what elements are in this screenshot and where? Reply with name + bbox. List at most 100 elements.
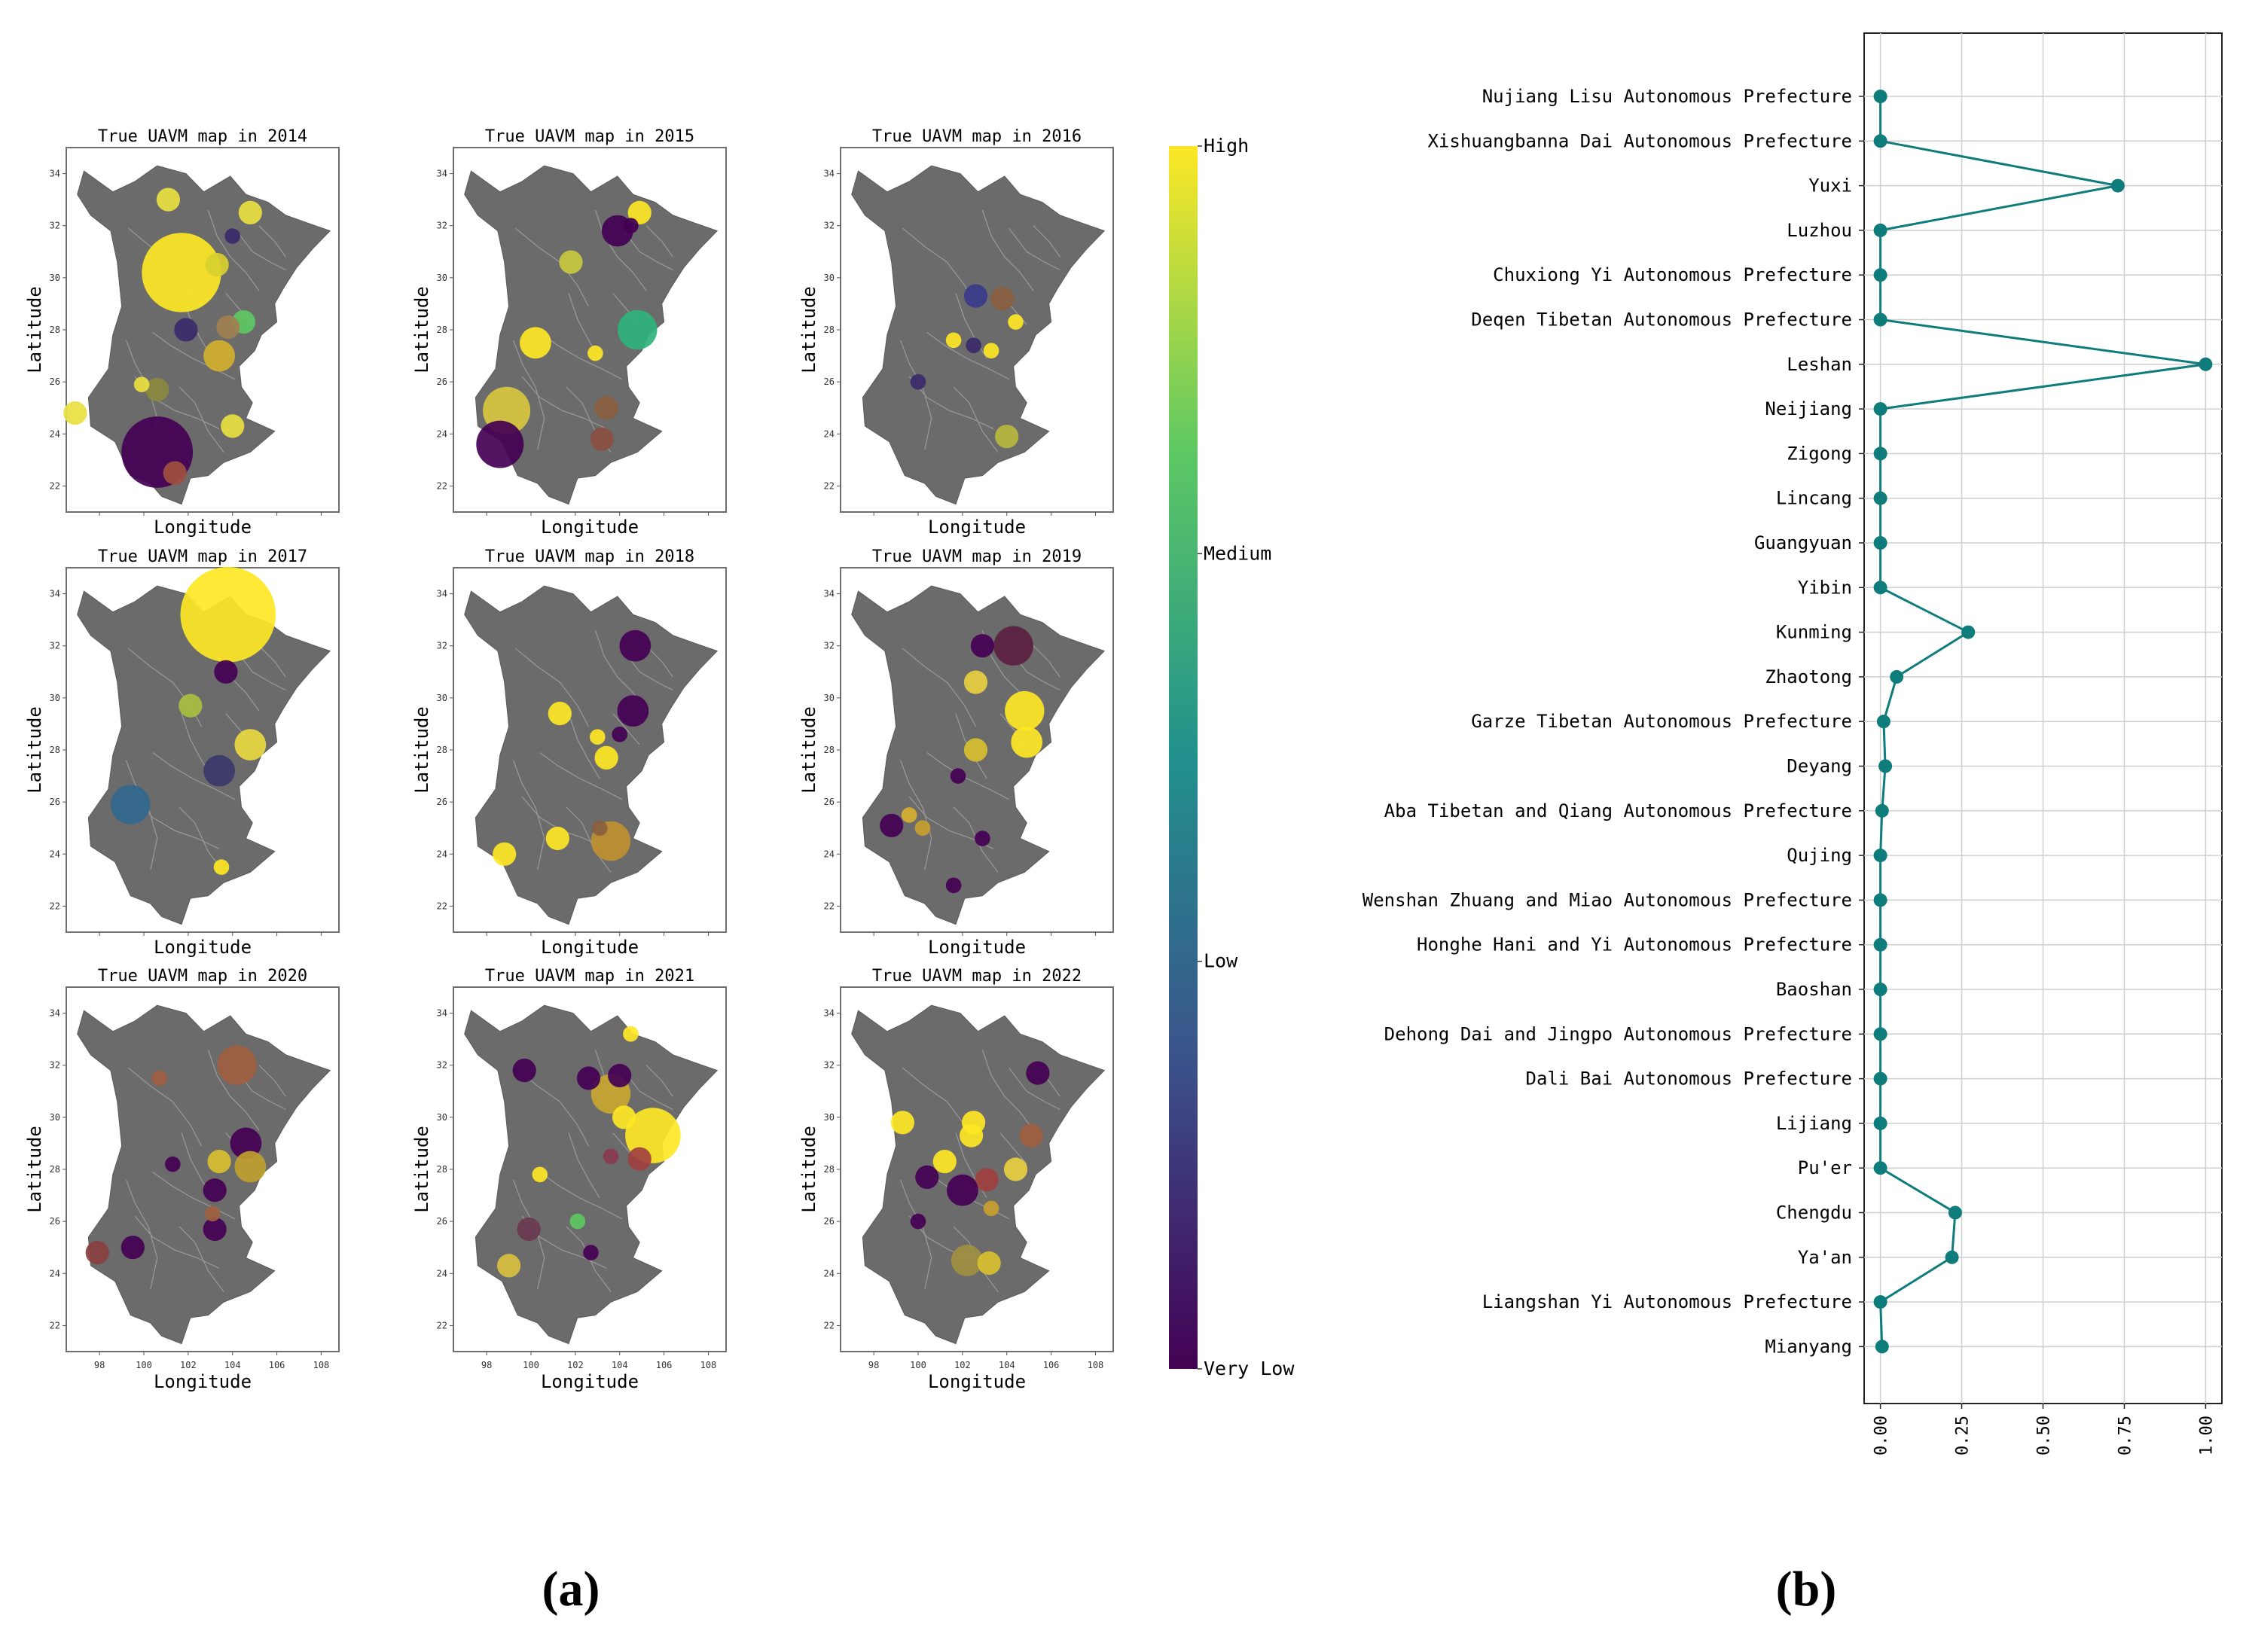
bubble-point xyxy=(532,1166,548,1183)
prefecture-border xyxy=(258,225,286,258)
category-label: Mianyang xyxy=(1765,1336,1852,1357)
bubble-point xyxy=(627,200,652,224)
bubble-point xyxy=(497,1254,521,1278)
x-tick-label: 108 xyxy=(700,1360,717,1370)
map-panel-4: True UAVM map in 2018 22 24 26 28 30 32 34 Longi… xyxy=(411,547,727,958)
x-axis-label: Longitude xyxy=(154,517,252,538)
y-tick-label: 28 xyxy=(824,745,835,755)
category-label: Dehong Dai and Jingpo Autonomous Prefect… xyxy=(1384,1023,1852,1044)
y-tick-label: 34 xyxy=(437,589,447,599)
y-tick-label: 32 xyxy=(437,641,447,651)
x-tick-label: 102 xyxy=(567,1360,584,1370)
prefecture-border xyxy=(645,1065,673,1097)
colorbar-label: High xyxy=(1204,135,1249,157)
series-point xyxy=(1873,1116,1887,1130)
y-tick-label: 34 xyxy=(50,169,60,179)
bubble-point xyxy=(548,702,572,726)
y-tick-label: 32 xyxy=(437,221,447,231)
x-tick-label: 0.25 xyxy=(1954,1416,1973,1455)
colorbar-bar xyxy=(1169,146,1198,1369)
bubble-point xyxy=(517,1217,541,1242)
x-tick-label: 100 xyxy=(523,1360,539,1370)
series-point xyxy=(1873,983,1887,996)
y-tick-label: 24 xyxy=(437,849,447,859)
y-tick-label: 24 xyxy=(824,428,835,439)
series-point xyxy=(1873,1027,1887,1041)
bubble-point xyxy=(975,831,990,846)
prefecture-border xyxy=(902,648,977,727)
y-tick-label: 26 xyxy=(50,1216,60,1227)
prefecture-border xyxy=(594,209,647,291)
bubble-point xyxy=(545,826,569,851)
bubble-point xyxy=(205,253,229,277)
region-shape xyxy=(851,165,1106,505)
series-point xyxy=(1873,402,1887,416)
x-tick-label: 98 xyxy=(868,1360,879,1370)
bubble-point xyxy=(947,1174,978,1206)
prefecture-border xyxy=(152,332,235,380)
y-tick-label: 34 xyxy=(437,169,447,179)
y-tick-label: 26 xyxy=(824,1216,835,1227)
bubble-point xyxy=(85,1241,109,1265)
y-tick-label: 30 xyxy=(437,1112,447,1123)
y-tick-label: 30 xyxy=(50,1112,60,1123)
x-tick-label: 0.75 xyxy=(2116,1416,2135,1455)
bubble-point xyxy=(983,343,999,359)
category-label: Dali Bai Autonomous Prefecture xyxy=(1526,1068,1852,1090)
category-label: Chengdu xyxy=(1776,1202,1852,1224)
bubble-point xyxy=(203,340,235,372)
y-tick-label: 32 xyxy=(50,1060,60,1071)
bubble-point xyxy=(156,187,180,212)
prefecture-border xyxy=(258,1065,286,1097)
prefecture-border xyxy=(512,760,545,870)
bubble-point xyxy=(203,754,235,787)
y-tick-label: 22 xyxy=(824,1320,835,1330)
x-tick-label: 104 xyxy=(224,1360,241,1370)
series-point xyxy=(2110,178,2125,193)
bubble-point xyxy=(204,1205,221,1222)
uavm-map-grid: True UAVM map in 2014 22 24 26 28 30 32 34 Longi… xyxy=(24,127,1114,1392)
series-point xyxy=(1961,625,1976,639)
y-tick-label: 28 xyxy=(50,745,60,755)
bubble-point xyxy=(591,820,608,836)
series-point xyxy=(1878,759,1893,773)
category-label: Chuxiong Yi Autonomous Prefecture xyxy=(1493,264,1852,285)
bubble-point xyxy=(623,218,639,234)
series-point xyxy=(1875,1340,1889,1354)
series-point xyxy=(1873,90,1887,103)
y-axis-label: Latitude xyxy=(24,1126,45,1213)
bubble-point xyxy=(617,695,649,727)
bubble-point xyxy=(224,228,241,244)
map-panel-1: True UAVM map in 2015 22 24 26 28 30 32 34 Longi… xyxy=(411,127,727,538)
series-point xyxy=(1873,223,1887,237)
region-shape xyxy=(464,585,719,925)
y-tick-label: 30 xyxy=(50,273,60,283)
category-label: Guangyuan xyxy=(1754,532,1852,553)
category-label: Xishuangbanna Dai Autonomous Prefecture xyxy=(1427,130,1852,151)
prefecture-border xyxy=(926,332,1009,380)
y-axis-label: Latitude xyxy=(411,1126,432,1213)
bubble-point xyxy=(993,626,1033,666)
y-tick-label: 22 xyxy=(437,901,447,911)
prefecture-border xyxy=(234,227,286,271)
bubble-point xyxy=(612,1105,636,1129)
prefecture-border xyxy=(179,386,224,453)
category-label: Nujiang Lisu Autonomous Prefecture xyxy=(1482,86,1852,107)
y-tick-label: 28 xyxy=(824,325,835,335)
bubble-point xyxy=(880,813,904,837)
y-tick-label: 26 xyxy=(437,376,447,387)
prefecture-border xyxy=(539,1172,622,1220)
bubble-point xyxy=(559,250,583,274)
colorbar: Very Low Low Medium High xyxy=(1169,135,1295,1379)
category-label: Lincang xyxy=(1776,488,1852,509)
x-tick-label: 108 xyxy=(1088,1360,1104,1370)
prefecture-border xyxy=(1009,1067,1060,1111)
prefecture-border xyxy=(128,1067,203,1147)
x-tick-label: 108 xyxy=(313,1360,330,1370)
x-tick-label: 106 xyxy=(656,1360,673,1370)
bubble-point xyxy=(179,693,203,718)
series-point xyxy=(1890,669,1904,684)
series-point xyxy=(1873,536,1887,550)
bubble-point xyxy=(960,1123,984,1148)
bubble-point xyxy=(995,425,1019,449)
